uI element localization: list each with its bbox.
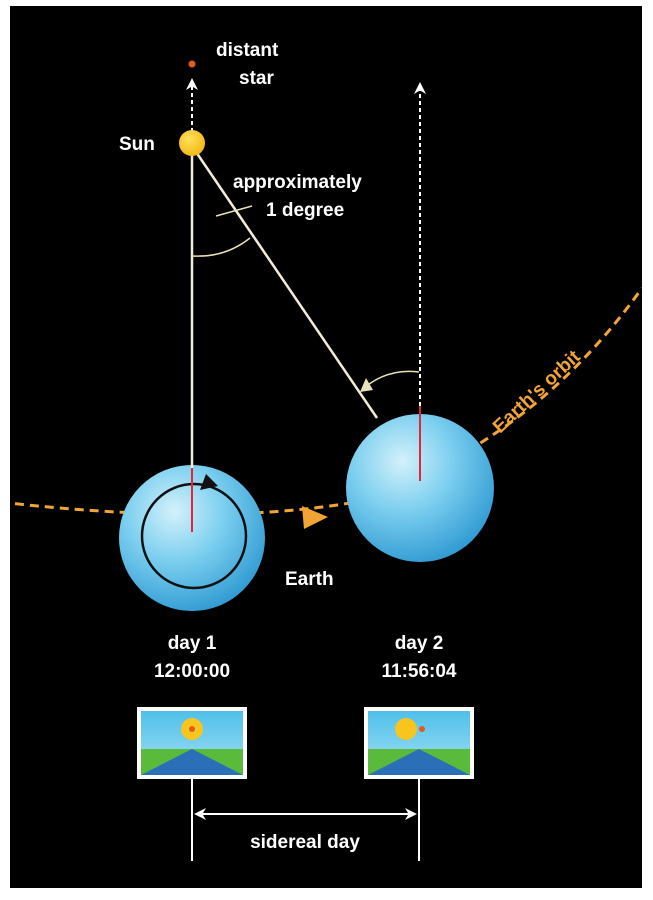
sidereal-day-diagram: distant star Sun approximately 1 degree … [10, 40, 642, 861]
earth-orbit-path [10, 287, 642, 516]
day2-scene [364, 707, 474, 779]
sun [179, 130, 205, 156]
sun-label: Sun [119, 134, 155, 155]
day1-time: 12:00:00 [154, 661, 230, 682]
day1-scene [137, 707, 247, 779]
angle-arc [191, 237, 251, 257]
distant-star [188, 60, 196, 68]
day2-time: 11:56:04 [381, 661, 456, 682]
diagram-panel: distant star Sun approximately 1 degree … [10, 6, 642, 888]
angle-pointer-line [215, 205, 253, 217]
rotation-arrowhead-icon [200, 474, 218, 490]
distant-star-label-line2: star [239, 68, 274, 89]
orbit-direction-arrow-icon [302, 506, 328, 529]
angle-label-line1: approximately [233, 172, 362, 193]
day2-sun [395, 718, 417, 740]
angle-label-line2: 1 degree [266, 200, 344, 221]
sidereal-day-label: sidereal day [250, 832, 360, 853]
earths-orbit-label: Earth's orbit [489, 346, 585, 438]
day1-star [189, 726, 195, 732]
earth-label: Earth [285, 569, 334, 590]
day2-star [419, 726, 425, 732]
earth-day2 [346, 414, 494, 562]
rotation-angle-arc [363, 370, 420, 389]
day1-title: day 1 [168, 633, 217, 654]
sun-to-earth2-line [190, 145, 379, 419]
rotation-angle-arrowhead-icon [360, 378, 373, 392]
distant-star-label-line1: distant [216, 40, 279, 61]
day2-title: day 2 [395, 633, 444, 654]
rotation-arrow [140, 482, 248, 590]
